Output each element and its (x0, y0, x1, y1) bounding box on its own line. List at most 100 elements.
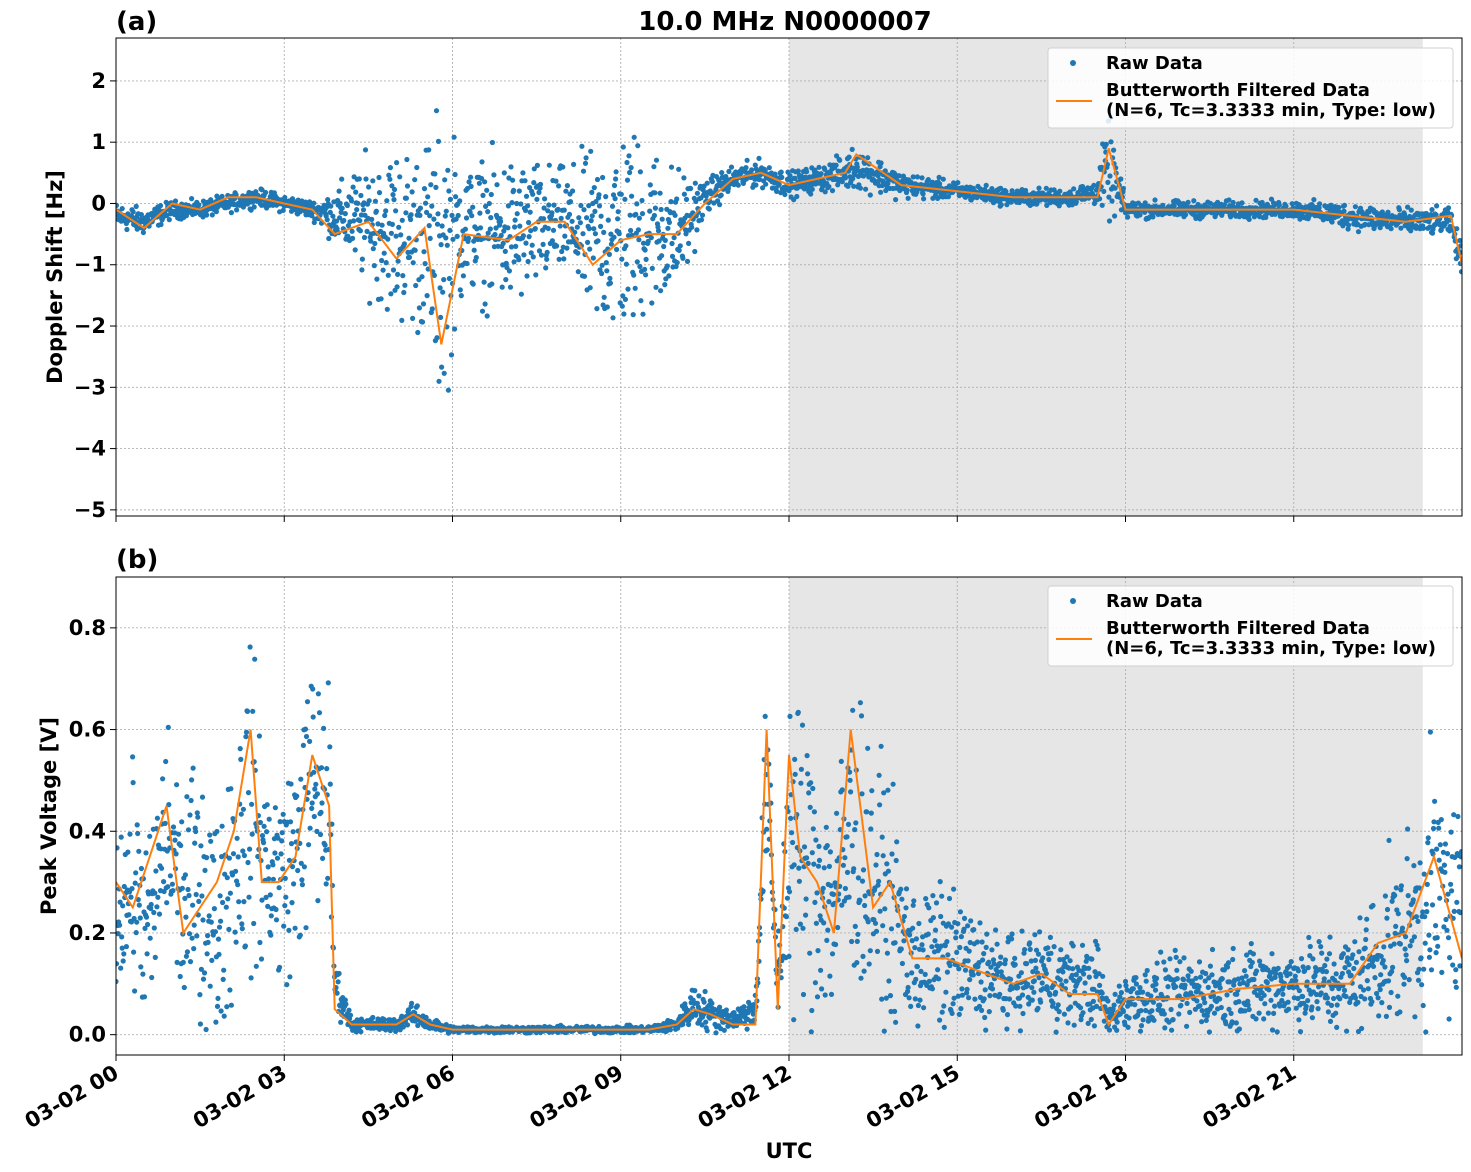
raw-data-point (884, 861, 890, 867)
raw-data-point (577, 220, 584, 226)
raw-data-point (603, 194, 609, 200)
raw-data-point (812, 899, 818, 906)
raw-data-point (791, 197, 797, 203)
raw-data-point (633, 211, 639, 217)
raw-data-point (1140, 989, 1146, 995)
raw-data-point (651, 164, 657, 170)
raw-data-point (1047, 934, 1053, 941)
raw-data-point (303, 925, 309, 931)
raw-data-point (116, 961, 120, 967)
raw-data-point (643, 256, 649, 262)
raw-data-point (935, 967, 941, 973)
raw-data-point (625, 286, 631, 292)
raw-data-point (379, 222, 385, 228)
raw-data-point (1269, 1027, 1276, 1033)
raw-data-point (468, 174, 474, 180)
raw-data-point (942, 943, 948, 949)
raw-data-point (118, 965, 124, 971)
raw-data-point (587, 285, 593, 291)
raw-data-point (702, 988, 708, 995)
raw-data-point (979, 1007, 985, 1014)
raw-data-point (998, 202, 1004, 208)
raw-data-point (455, 212, 461, 219)
raw-data-point (408, 216, 414, 223)
raw-data-point (1268, 196, 1275, 202)
raw-data-point (294, 793, 300, 799)
raw-data-point (263, 894, 269, 901)
raw-data-point (1015, 984, 1021, 991)
raw-data-point (909, 938, 915, 944)
raw-data-point (165, 724, 171, 731)
raw-data-point (265, 864, 271, 870)
raw-data-point (119, 206, 125, 212)
raw-data-point (898, 886, 904, 892)
raw-data-point (414, 1003, 420, 1009)
raw-data-point (607, 275, 613, 281)
raw-data-point (1111, 147, 1117, 153)
raw-data-point (183, 953, 189, 959)
raw-data-point (892, 1008, 898, 1015)
raw-data-point (384, 198, 390, 204)
raw-data-point (913, 976, 919, 983)
raw-data-point (838, 758, 844, 765)
raw-data-point (813, 837, 819, 843)
raw-data-point (1158, 949, 1164, 955)
raw-data-point (619, 303, 625, 309)
raw-data-point (468, 183, 474, 189)
raw-data-point (995, 969, 1001, 975)
raw-data-point (1035, 1005, 1041, 1011)
raw-data-point (555, 206, 561, 212)
raw-data-point (1285, 999, 1291, 1005)
raw-data-point (274, 855, 281, 861)
raw-data-point (805, 860, 811, 867)
raw-data-point (477, 225, 484, 231)
raw-data-point (1002, 957, 1009, 963)
raw-data-point (439, 364, 445, 370)
raw-data-point (541, 205, 547, 211)
raw-data-point (752, 162, 758, 168)
raw-data-point (612, 196, 618, 202)
raw-data-point (445, 387, 451, 393)
raw-data-point (997, 960, 1003, 967)
raw-data-point (235, 882, 241, 888)
raw-data-point (1071, 977, 1077, 984)
raw-data-point (485, 209, 491, 215)
raw-data-point (301, 864, 307, 870)
raw-data-point (204, 951, 210, 957)
raw-data-point (1026, 1001, 1032, 1007)
raw-data-point (1278, 974, 1284, 980)
raw-data-point (1178, 1002, 1184, 1008)
raw-data-point (125, 849, 131, 855)
raw-data-point (893, 1019, 899, 1025)
raw-data-point (335, 979, 341, 985)
raw-data-point (686, 1021, 692, 1028)
y-tick-label: −2 (74, 314, 106, 338)
raw-data-point (1243, 973, 1249, 979)
raw-data-point (1457, 237, 1462, 244)
raw-data-point (420, 301, 427, 307)
raw-data-point (674, 260, 680, 266)
raw-data-point (1006, 996, 1013, 1002)
raw-data-point (1165, 984, 1171, 990)
raw-data-point (1157, 1002, 1163, 1008)
raw-data-point (1097, 982, 1103, 989)
raw-data-point (508, 244, 515, 250)
raw-data-point (176, 831, 182, 837)
raw-data-point (1087, 1001, 1093, 1007)
raw-data-point (1138, 1008, 1144, 1014)
raw-data-point (1303, 1003, 1309, 1009)
raw-data-point (562, 233, 568, 239)
raw-data-point (386, 172, 392, 178)
raw-data-point (865, 745, 871, 751)
raw-data-point (390, 267, 397, 273)
raw-data-point (613, 169, 619, 175)
raw-data-point (1012, 962, 1018, 968)
raw-data-point (1086, 974, 1092, 980)
raw-data-point (130, 780, 136, 786)
raw-data-point (957, 944, 963, 951)
raw-data-point (957, 909, 964, 915)
raw-data-point (1189, 978, 1195, 984)
raw-data-point (718, 192, 724, 198)
raw-data-point (766, 165, 772, 171)
raw-data-point (986, 1009, 992, 1015)
